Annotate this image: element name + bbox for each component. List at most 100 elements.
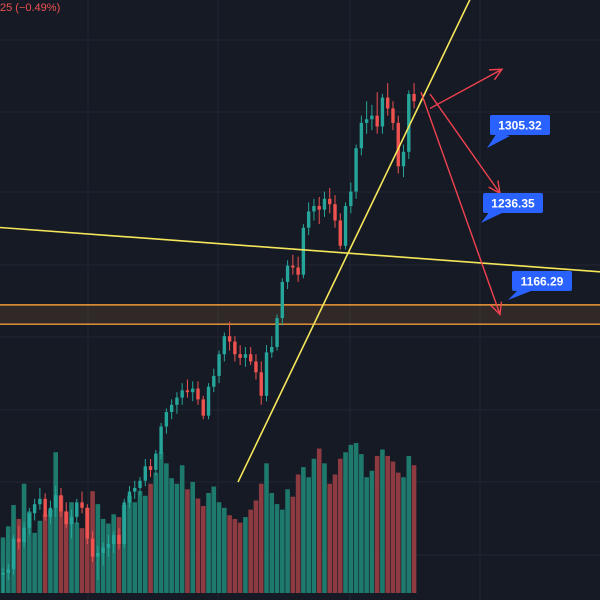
candle-body bbox=[270, 346, 274, 353]
volume-bar bbox=[32, 532, 37, 593]
candle-body bbox=[138, 480, 142, 488]
volume-bar bbox=[406, 455, 412, 593]
candle-body bbox=[32, 504, 37, 514]
trendline bbox=[0, 226, 600, 273]
candle-body bbox=[359, 122, 364, 149]
volume-bar bbox=[237, 522, 243, 593]
volume-bar bbox=[337, 458, 343, 593]
candle-body bbox=[264, 352, 269, 396]
volume-bar bbox=[343, 452, 348, 593]
candle-body bbox=[154, 453, 158, 470]
candle-body bbox=[64, 511, 68, 525]
volume-bars bbox=[0, 443, 417, 593]
candle-body bbox=[148, 466, 153, 470]
volume-bar bbox=[395, 472, 401, 593]
volume-bar bbox=[216, 502, 222, 593]
candle-body bbox=[38, 498, 42, 505]
volume-bar bbox=[48, 509, 53, 593]
candle-body bbox=[243, 354, 248, 358]
candle-body bbox=[11, 538, 16, 570]
volume-bar bbox=[137, 491, 143, 593]
volume-bar bbox=[374, 455, 380, 593]
volume-bar bbox=[295, 474, 301, 593]
volume-bar bbox=[179, 465, 185, 593]
volume-bar bbox=[74, 522, 80, 593]
target-label-pointer bbox=[508, 289, 531, 300]
volume-bar bbox=[58, 495, 64, 593]
volume-bar bbox=[327, 483, 333, 593]
candle-body bbox=[175, 397, 179, 405]
candle-body bbox=[180, 390, 184, 398]
candles bbox=[1, 83, 416, 593]
volume-bar bbox=[42, 514, 48, 593]
volume-bar bbox=[148, 483, 153, 593]
candle-body bbox=[291, 265, 295, 268]
target-arrow bbox=[420, 91, 501, 315]
volume-bar bbox=[190, 481, 196, 593]
candle-body bbox=[328, 198, 332, 205]
target-label-3: 1166.29 bbox=[521, 275, 564, 289]
candle-body bbox=[90, 538, 95, 557]
volume-bar bbox=[243, 517, 248, 593]
volume-bar bbox=[16, 518, 22, 593]
candle-body bbox=[238, 354, 242, 358]
volume-bar bbox=[353, 443, 359, 593]
volume-bar bbox=[332, 474, 338, 593]
candle-body bbox=[85, 507, 90, 539]
candle-body bbox=[48, 507, 53, 517]
target-arrows[interactable]: 1305.32 1236.35 1166.29 bbox=[420, 68, 572, 316]
candle-body bbox=[275, 318, 279, 347]
candle-body bbox=[354, 148, 358, 192]
volume-bar bbox=[274, 504, 280, 593]
candle-body bbox=[22, 527, 26, 543]
volume-bar bbox=[127, 495, 132, 593]
volume-bar bbox=[5, 526, 11, 593]
candle-body bbox=[364, 119, 369, 123]
price-change-header: 25 (−0.49%) bbox=[0, 2, 61, 14]
candle-body bbox=[370, 115, 374, 120]
candle-body bbox=[407, 93, 411, 152]
candle-body bbox=[59, 495, 63, 512]
zone-fill bbox=[0, 304, 600, 325]
candle-body bbox=[106, 543, 111, 548]
candle-body bbox=[391, 108, 395, 123]
candle-body bbox=[248, 354, 253, 362]
candle-body bbox=[396, 122, 400, 167]
candle-body bbox=[101, 547, 105, 554]
volume-bar bbox=[280, 509, 285, 593]
volume-bar bbox=[269, 493, 275, 593]
volume-bar bbox=[285, 489, 290, 593]
volume-bar bbox=[211, 486, 217, 593]
volume-bar bbox=[322, 463, 327, 593]
volume-bar bbox=[316, 448, 322, 593]
volume-bar bbox=[290, 496, 296, 593]
target-label-1: 1305.32 bbox=[498, 119, 542, 133]
support-zone[interactable] bbox=[0, 304, 600, 325]
candle-body bbox=[117, 534, 121, 544]
volume-bar bbox=[311, 458, 317, 593]
volume-bar bbox=[164, 463, 169, 593]
volume-bar bbox=[116, 517, 122, 593]
arrow-head bbox=[488, 68, 504, 81]
volume-bar bbox=[264, 463, 269, 593]
volume-bar bbox=[69, 502, 74, 593]
candle-body bbox=[164, 412, 169, 427]
volume-bar bbox=[158, 452, 164, 593]
candle-body bbox=[380, 97, 385, 127]
target-label-pointer bbox=[481, 211, 502, 223]
volume-bar bbox=[380, 449, 385, 593]
trendlines[interactable] bbox=[0, 0, 600, 483]
volume-bar bbox=[79, 528, 85, 593]
candle-body bbox=[349, 191, 353, 207]
candle-body bbox=[338, 220, 342, 246]
candle-body bbox=[412, 93, 416, 102]
volume-bar bbox=[411, 465, 417, 593]
volume-bar bbox=[401, 477, 406, 593]
volume-bar bbox=[200, 505, 206, 593]
target-arrow bbox=[429, 68, 503, 110]
volume-bar bbox=[222, 507, 227, 593]
candle-body bbox=[196, 388, 200, 400]
candle-body bbox=[111, 534, 116, 544]
candle-body bbox=[296, 267, 300, 275]
